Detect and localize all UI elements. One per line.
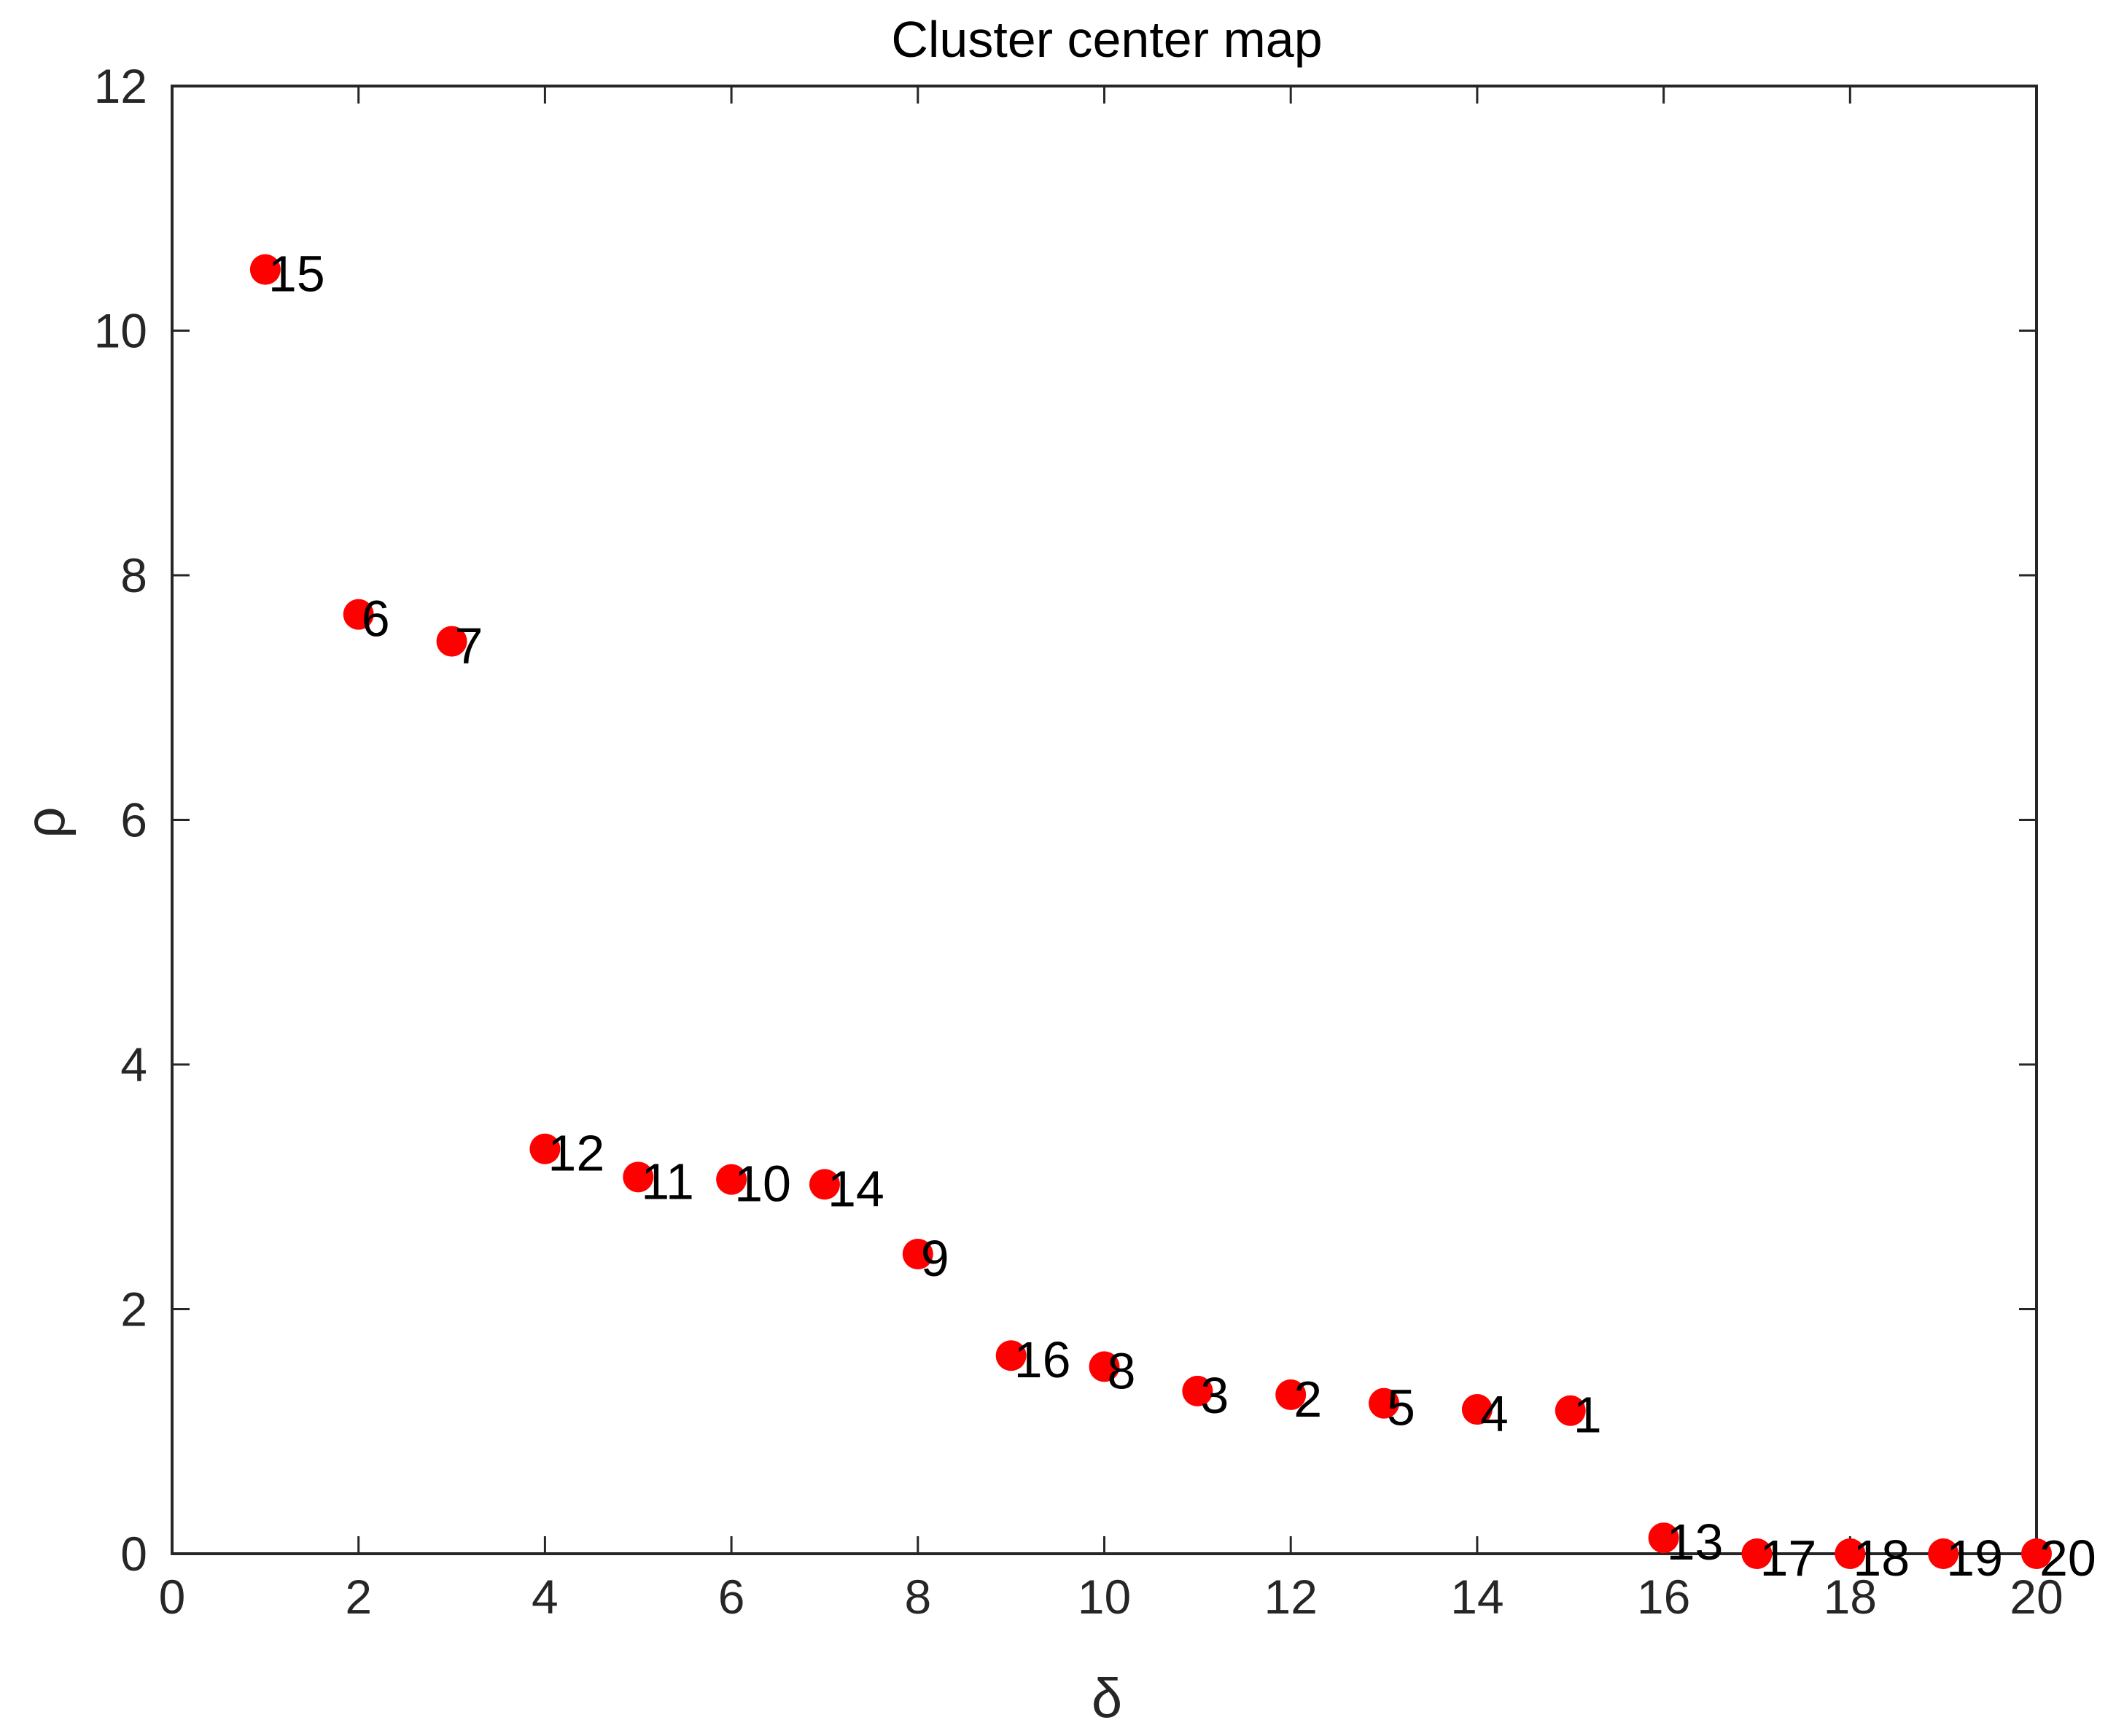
data-point	[249, 254, 281, 285]
data-point-label: 17	[1759, 1530, 1816, 1587]
y-tick-label: 6	[120, 793, 147, 847]
data-point-label: 2	[1294, 1371, 1322, 1428]
y-tick-label: 8	[120, 548, 147, 602]
x-tick-label: 10	[1078, 1570, 1131, 1624]
data-point	[809, 1169, 840, 1200]
x-tick-label: 14	[1450, 1570, 1504, 1624]
data-points: 15 6 7 12 11 10 14 9 16 8 3 2 5 4 1 13 17 18 19 20	[249, 246, 2096, 1587]
data-point	[902, 1239, 933, 1270]
x-tick-label: 2	[345, 1570, 372, 1624]
data-point-label: 19	[1946, 1530, 2003, 1587]
data-point	[995, 1340, 1027, 1371]
data-point	[436, 626, 467, 657]
data-point	[716, 1164, 747, 1195]
data-point-label: 6	[362, 591, 390, 647]
x-tick-label: 6	[718, 1570, 745, 1624]
data-point	[1275, 1379, 1307, 1410]
data-point-label: 18	[1853, 1530, 1910, 1587]
data-point-label: 13	[1667, 1514, 1724, 1570]
chart-title: Cluster center map	[891, 11, 1322, 68]
data-point-label: 14	[828, 1160, 884, 1217]
x-axis-ticks: 0 2 4 6 8 10 12 14 16 18 20	[159, 86, 2064, 1624]
data-point	[1741, 1538, 1773, 1569]
data-point	[2021, 1538, 2052, 1569]
data-point	[1461, 1394, 1493, 1425]
y-tick-label: 4	[120, 1038, 147, 1091]
data-point	[1648, 1522, 1679, 1554]
data-point	[343, 599, 374, 630]
y-axis-label: ρ	[15, 806, 77, 838]
y-tick-label: 0	[120, 1527, 147, 1581]
x-tick-label: 18	[1824, 1570, 1877, 1624]
data-point	[1369, 1387, 1400, 1419]
x-tick-label: 16	[1637, 1570, 1690, 1624]
x-tick-label: 4	[532, 1570, 559, 1624]
x-tick-label: 12	[1264, 1570, 1317, 1624]
y-tick-label: 2	[120, 1282, 147, 1336]
data-point-label: 1	[1574, 1387, 1602, 1444]
data-point-label: 15	[268, 246, 325, 303]
data-point-label: 12	[548, 1125, 604, 1182]
x-tick-label: 0	[159, 1570, 186, 1624]
data-point	[529, 1133, 561, 1164]
y-tick-label: 12	[94, 59, 147, 113]
data-point-label: 16	[1014, 1331, 1071, 1388]
x-axis-label: δ	[1092, 1667, 1122, 1729]
data-point	[1835, 1538, 1866, 1569]
data-point	[1089, 1351, 1120, 1382]
data-point-label: 8	[1108, 1342, 1136, 1399]
x-tick-label: 8	[904, 1570, 931, 1624]
data-point-label: 11	[641, 1153, 694, 1210]
data-point	[1555, 1395, 1586, 1426]
x-tick-label: 20	[2010, 1570, 2063, 1624]
data-point	[623, 1161, 654, 1193]
data-point-label: 10	[734, 1156, 791, 1213]
data-point-label: 3	[1200, 1367, 1229, 1424]
plot-area-frame	[171, 85, 2038, 1555]
y-tick-label: 10	[94, 304, 147, 358]
data-point	[1928, 1538, 1959, 1569]
data-point-label: 20	[2039, 1530, 2096, 1587]
data-point-label: 4	[1480, 1385, 1509, 1442]
data-point-label: 5	[1387, 1379, 1415, 1436]
data-point-label: 9	[921, 1230, 949, 1287]
data-point	[1182, 1375, 1213, 1406]
data-point-label: 7	[455, 618, 483, 674]
